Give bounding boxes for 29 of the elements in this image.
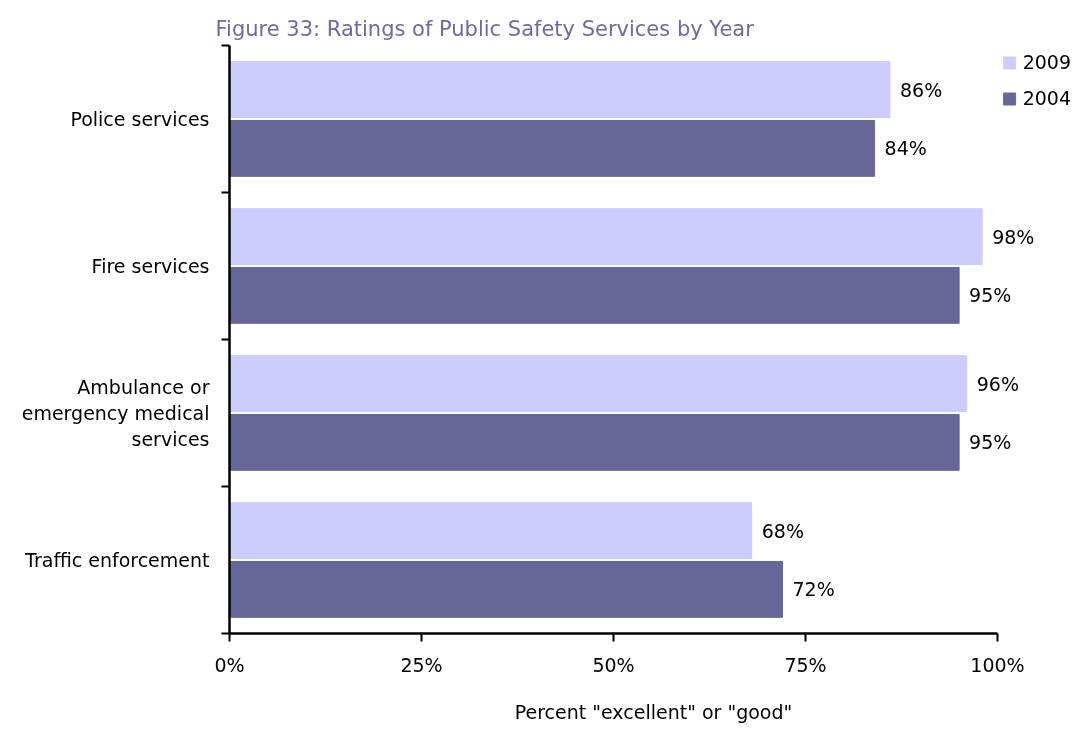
bar (229, 502, 753, 560)
data-label: 95% (969, 284, 1012, 307)
bar (229, 119, 876, 177)
y-tick-label: Ambulance or emergency medical services (21, 375, 210, 451)
x-axis-title: Percent "excellent" or "good" (514, 700, 793, 723)
legend-label: 2009 (1022, 51, 1071, 73)
bar (229, 61, 891, 119)
chart-title: Figure 33: Ratings of Public Safety Services by Year (215, 16, 755, 41)
x-tick-label: 100% (970, 653, 1025, 676)
legend-label: 2004 (1022, 87, 1071, 109)
x-tick-label: 0% (214, 653, 245, 676)
x-tick-label: 50% (592, 653, 635, 676)
y-tick-label: Traffic enforcement (24, 549, 210, 571)
y-tick-label: Police services (70, 108, 210, 130)
x-tick-label: 75% (784, 653, 827, 676)
data-label: 95% (969, 431, 1012, 454)
data-label: 72% (792, 578, 835, 601)
y-tick-label: Fire services (91, 255, 210, 277)
data-label: 96% (976, 372, 1020, 395)
data-label: 86% (899, 78, 943, 101)
x-tick-label: 25% (400, 653, 443, 676)
bar (229, 355, 968, 413)
bar (229, 560, 783, 618)
data-label: 68% (761, 519, 804, 542)
bar (229, 266, 960, 324)
bar (229, 413, 960, 471)
data-label: 98% (992, 225, 1035, 248)
bar (229, 208, 983, 266)
data-label: 84% (884, 137, 927, 160)
